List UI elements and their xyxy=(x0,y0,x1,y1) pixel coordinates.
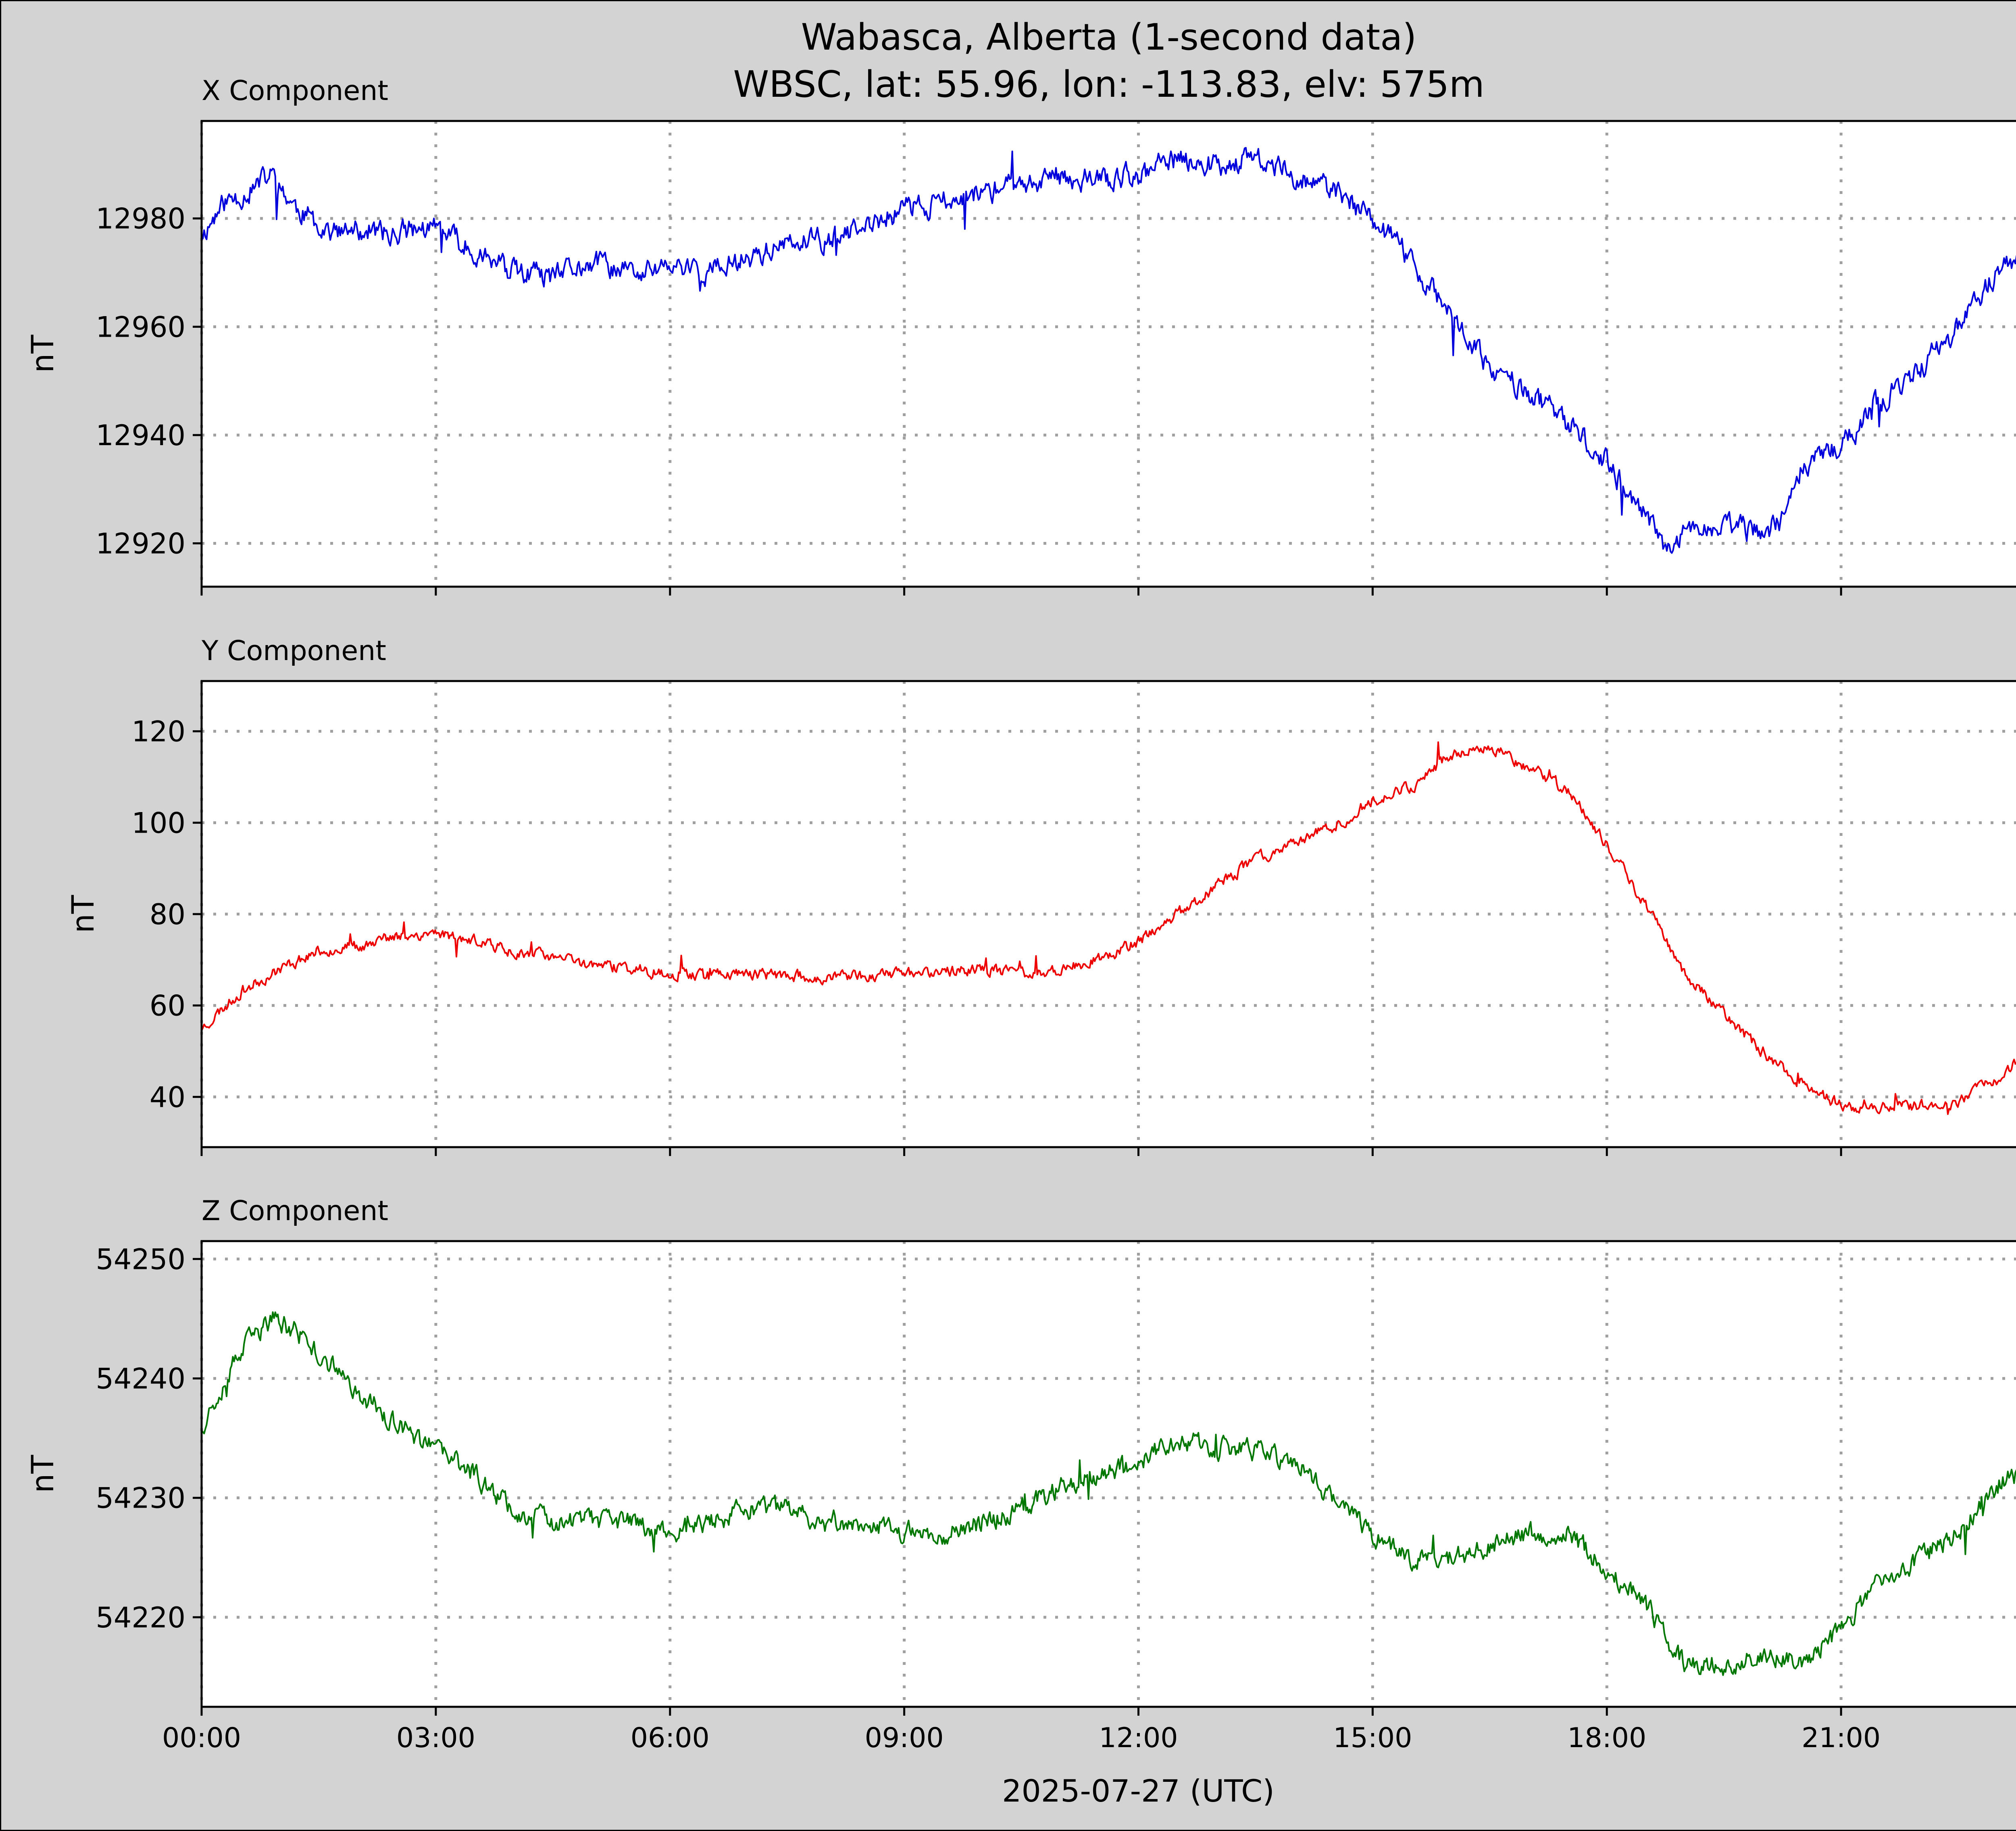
y-ytick-label: 100 xyxy=(131,806,185,839)
z-component-panel: 00:00 03:00 06:00 09:00 12:00 15:00 18:00 21:00… xyxy=(25,1195,2016,1754)
x-component-series-line xyxy=(201,147,2016,554)
x-ytick-label: 12920 xyxy=(96,527,185,560)
y-plot-area xyxy=(202,681,2016,1147)
y-ytick-label: 60 xyxy=(150,989,185,1023)
x-ytick-label: 12940 xyxy=(96,419,185,452)
figure-title-line1: Wabasca, Alberta (1-second data) xyxy=(801,16,1417,58)
x-plot-area xyxy=(202,121,2016,587)
figure-title-line2: WBSC, lat: 55.96, lon: -113.83, elv: 575… xyxy=(733,63,1484,106)
xtick-label: 06:00 xyxy=(631,1722,710,1754)
y-component-title: Y Component xyxy=(201,635,386,667)
z-ytick-label: 54230 xyxy=(96,1482,185,1515)
xtick-label: 21:00 xyxy=(1801,1722,1881,1754)
z-ytick-label: 54240 xyxy=(96,1362,185,1396)
x-ylabel: nT xyxy=(25,335,60,373)
y-ytick-label: 80 xyxy=(150,898,185,931)
x-axis-label: 2025-07-27 (UTC) xyxy=(1002,1773,1275,1809)
xtick-label: 15:00 xyxy=(1333,1722,1412,1754)
x-component-panel: 12920 12940 12960 12980 X Component nT xyxy=(25,75,2016,596)
y-component-series-line xyxy=(201,741,2016,1115)
xtick-label: 18:00 xyxy=(1567,1722,1646,1754)
xtick-label: 00:00 xyxy=(162,1722,241,1754)
y-ytick-label: 40 xyxy=(150,1081,185,1114)
z-ytick-label: 54250 xyxy=(96,1243,185,1276)
x-ytick-label: 12960 xyxy=(96,310,185,344)
z-component-series-line xyxy=(201,1311,2016,1676)
xtick-label: 03:00 xyxy=(396,1722,475,1754)
y-component-panel: 40 60 80 100 120 Y Component nT xyxy=(65,635,2016,1156)
xtick-label: 09:00 xyxy=(865,1722,944,1754)
xtick-label: 12:00 xyxy=(1099,1722,1178,1754)
y-ylabel: nT xyxy=(65,895,101,933)
y-ytick-label: 120 xyxy=(131,715,185,748)
z-component-title: Z Component xyxy=(202,1195,388,1227)
z-ytick-label: 54220 xyxy=(96,1601,185,1634)
x-ytick-label: 12980 xyxy=(96,202,185,235)
z-ylabel: nT xyxy=(25,1455,60,1493)
x-component-title: X Component xyxy=(202,75,388,107)
